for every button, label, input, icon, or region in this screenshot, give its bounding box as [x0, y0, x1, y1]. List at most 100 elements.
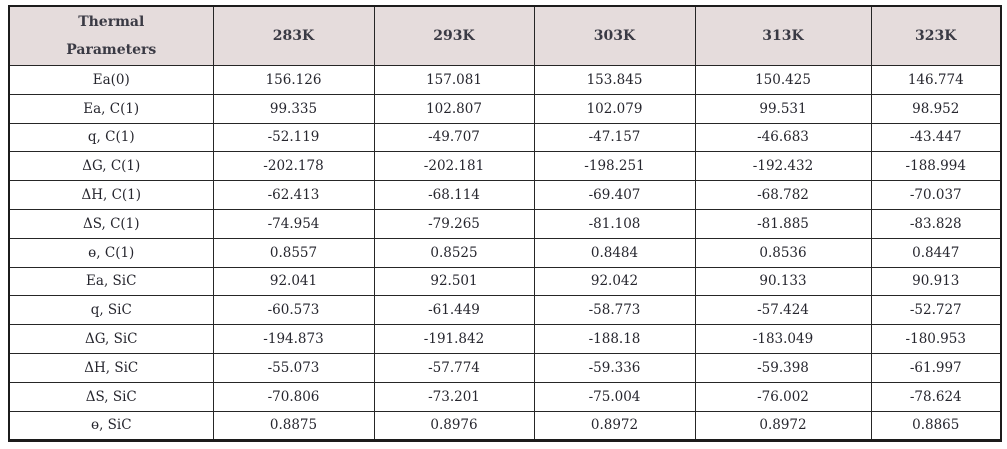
row-label: q, SiC	[8, 295, 214, 326]
header-line-2: Parameters	[66, 42, 157, 58]
value-cell: 0.8875	[212, 410, 375, 442]
table-row: ΔH, C(1) -62.413 -68.114 -69.407 -68.782…	[8, 180, 1002, 210]
value-cell: -52.119	[212, 122, 375, 153]
header-row: Thermal Parameters 283K 293K 303K 313K 3…	[8, 5, 1002, 66]
value-cell: -59.336	[533, 352, 696, 383]
value-cell: -188.18	[533, 324, 696, 354]
value-cell: 0.8447	[870, 237, 1002, 268]
value-cell: 157.081	[373, 65, 535, 95]
value-cell: -47.157	[533, 122, 696, 153]
header-line-1: Thermal	[78, 14, 145, 30]
table-row: ΔS, C(1) -74.954 -79.265 -81.108 -81.885…	[8, 208, 1002, 239]
value-cell: 0.8525	[373, 237, 535, 268]
value-cell: 99.335	[212, 93, 375, 124]
value-cell: 99.531	[694, 93, 872, 124]
header-cell-thermal-parameters: Thermal Parameters	[8, 5, 214, 66]
value-cell: -69.407	[533, 180, 696, 210]
value-cell: 102.807	[373, 93, 535, 124]
header-cell-303k: 303K	[533, 5, 696, 66]
value-cell: -43.447	[870, 122, 1002, 153]
table-row: ΔH, SiC -55.073 -57.774 -59.336 -59.398 …	[8, 352, 1002, 383]
table-row: Ea, C(1) 99.335 102.807 102.079 99.531 9…	[8, 93, 1002, 124]
value-cell: -61.449	[373, 295, 535, 326]
value-cell: -75.004	[533, 381, 696, 412]
table-row: ΔG, C(1) -202.178 -202.181 -198.251 -192…	[8, 151, 1002, 182]
value-cell: -73.201	[373, 381, 535, 412]
value-cell: 156.126	[212, 65, 375, 95]
value-cell: 0.8972	[533, 410, 696, 442]
value-cell: -74.954	[212, 208, 375, 239]
value-cell: -46.683	[694, 122, 872, 153]
table-row: q, SiC -60.573 -61.449 -58.773 -57.424 -…	[8, 295, 1002, 326]
value-cell: -55.073	[212, 352, 375, 383]
value-cell: -180.953	[870, 324, 1002, 354]
table-row: ΔG, SiC -194.873 -191.842 -188.18 -183.0…	[8, 324, 1002, 354]
row-label: q, C(1)	[8, 122, 214, 153]
value-cell: -70.037	[870, 180, 1002, 210]
value-cell: 90.913	[870, 266, 1002, 297]
thermal-parameters-table: Thermal Parameters 283K 293K 303K 313K 3…	[8, 5, 1002, 443]
table-row: Ea, SiC 92.041 92.501 92.042 90.133 90.9…	[8, 266, 1002, 297]
table-header: Thermal Parameters 283K 293K 303K 313K 3…	[8, 5, 1002, 66]
value-cell: -57.774	[373, 352, 535, 383]
header-cell-313k: 313K	[694, 5, 872, 66]
value-cell: -198.251	[533, 151, 696, 182]
value-cell: 153.845	[533, 65, 696, 95]
value-cell: 146.774	[870, 65, 1002, 95]
value-cell: 92.041	[212, 266, 375, 297]
value-cell: 150.425	[694, 65, 872, 95]
value-cell: 98.952	[870, 93, 1002, 124]
value-cell: -59.398	[694, 352, 872, 383]
value-cell: -60.573	[212, 295, 375, 326]
header-cell-293k: 293K	[373, 5, 535, 66]
row-label: ɵ, C(1)	[8, 237, 214, 268]
row-label: ΔG, C(1)	[8, 151, 214, 182]
value-cell: -202.178	[212, 151, 375, 182]
value-cell: -83.828	[870, 208, 1002, 239]
value-cell: -76.002	[694, 381, 872, 412]
thermal-parameters-table-container: Thermal Parameters 283K 293K 303K 313K 3…	[8, 5, 1002, 443]
value-cell: -81.885	[694, 208, 872, 239]
value-cell: -62.413	[212, 180, 375, 210]
row-label: Ea, C(1)	[8, 93, 214, 124]
row-label: ΔS, SiC	[8, 381, 214, 412]
row-label: Ea, SiC	[8, 266, 214, 297]
row-label: ɵ, SiC	[8, 410, 214, 442]
value-cell: -68.114	[373, 180, 535, 210]
table-row: ɵ, C(1) 0.8557 0.8525 0.8484 0.8536 0.84…	[8, 237, 1002, 268]
value-cell: -188.994	[870, 151, 1002, 182]
value-cell: 0.8865	[870, 410, 1002, 442]
value-cell: -78.624	[870, 381, 1002, 412]
value-cell: -52.727	[870, 295, 1002, 326]
header-cell-283k: 283K	[212, 5, 375, 66]
row-label: ΔG, SiC	[8, 324, 214, 354]
value-cell: 0.8536	[694, 237, 872, 268]
value-cell: -58.773	[533, 295, 696, 326]
row-label: ΔH, SiC	[8, 352, 214, 383]
row-label: ΔH, C(1)	[8, 180, 214, 210]
header-cell-323k: 323K	[870, 5, 1002, 66]
value-cell: -194.873	[212, 324, 375, 354]
table-row: ΔS, SiC -70.806 -73.201 -75.004 -76.002 …	[8, 381, 1002, 412]
value-cell: -192.432	[694, 151, 872, 182]
value-cell: -183.049	[694, 324, 872, 354]
table-row: ɵ, SiC 0.8875 0.8976 0.8972 0.8972 0.886…	[8, 410, 1002, 442]
value-cell: 0.8972	[694, 410, 872, 442]
value-cell: 0.8484	[533, 237, 696, 268]
value-cell: 92.042	[533, 266, 696, 297]
value-cell: 0.8557	[212, 237, 375, 268]
value-cell: -49.707	[373, 122, 535, 153]
value-cell: -61.997	[870, 352, 1002, 383]
value-cell: -191.842	[373, 324, 535, 354]
value-cell: 90.133	[694, 266, 872, 297]
header-cell-inner: Thermal Parameters	[10, 7, 212, 65]
value-cell: -57.424	[694, 295, 872, 326]
table-row: Ea(0) 156.126 157.081 153.845 150.425 14…	[8, 65, 1002, 95]
value-cell: 0.8976	[373, 410, 535, 442]
row-label: ΔS, C(1)	[8, 208, 214, 239]
row-label: Ea(0)	[8, 65, 214, 95]
table-row: q, C(1) -52.119 -49.707 -47.157 -46.683 …	[8, 122, 1002, 153]
value-cell: 102.079	[533, 93, 696, 124]
value-cell: -70.806	[212, 381, 375, 412]
value-cell: -68.782	[694, 180, 872, 210]
